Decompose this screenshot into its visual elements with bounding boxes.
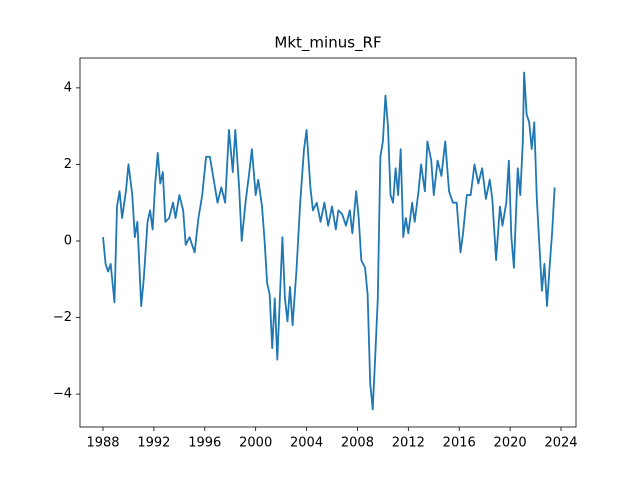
- x-tick-label: 2000: [239, 436, 272, 451]
- y-tick-label: −2: [53, 310, 72, 325]
- x-tick-label: 1996: [188, 436, 221, 451]
- x-tick-label: 1992: [137, 436, 170, 451]
- x-tick-label: 1988: [86, 436, 119, 451]
- plot-frame: [79, 57, 577, 428]
- x-tick-label: 2004: [290, 436, 323, 451]
- x-tick-label: 2008: [341, 436, 374, 451]
- y-tick-label: 0: [64, 233, 72, 248]
- x-tick-label: 2020: [494, 436, 527, 451]
- chart-title: Mkt_minus_RF: [274, 34, 381, 53]
- x-tick-label: 2016: [443, 436, 476, 451]
- y-tick-label: −4: [53, 387, 72, 402]
- x-tick-label: 2024: [544, 436, 577, 451]
- y-tick-label: 4: [64, 80, 72, 95]
- y-tick-label: 2: [64, 157, 72, 172]
- x-tick-label: 2012: [392, 436, 425, 451]
- data-line: [102, 71, 556, 411]
